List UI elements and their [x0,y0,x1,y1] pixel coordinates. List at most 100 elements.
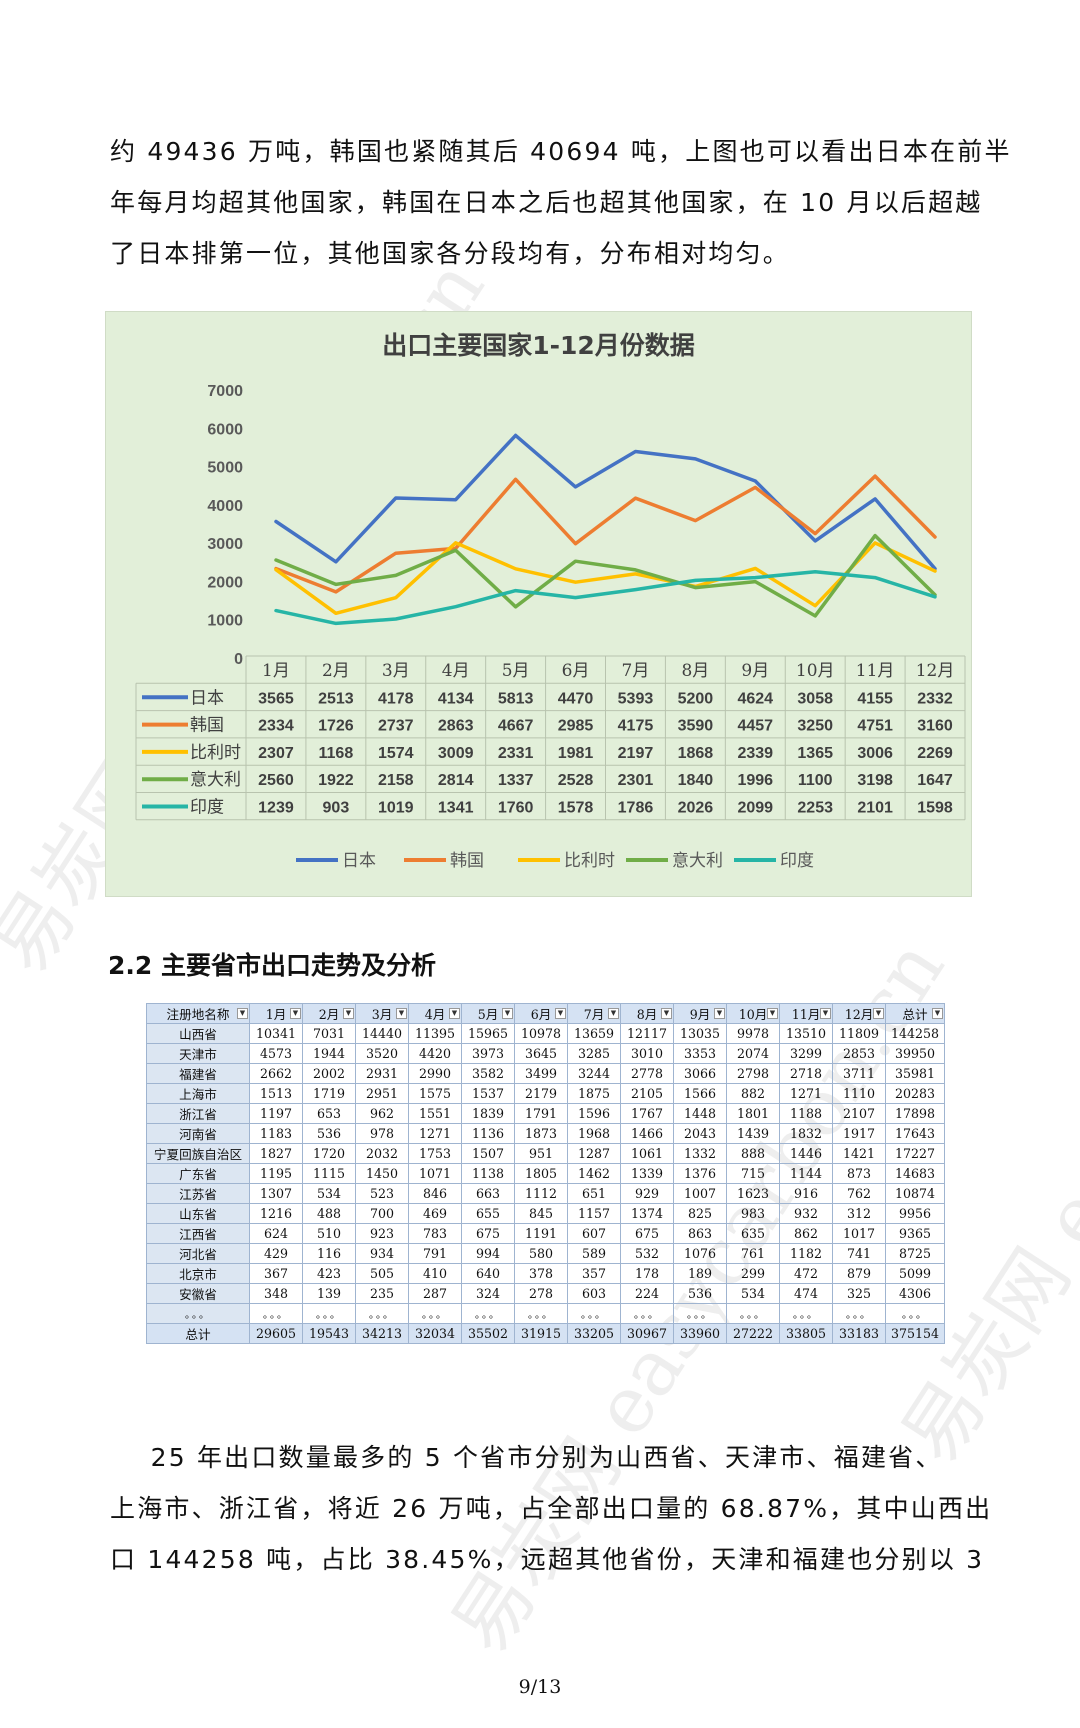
filter-dropdown-icon[interactable]: ▼ [555,1008,566,1019]
row-name-cell: 安徽省 [146,1283,250,1304]
data-label: 3006 [857,745,893,762]
x-category-label: 9月 [741,661,769,681]
table-cell: 224 [620,1283,674,1304]
row-name-cell: 总计 [146,1322,250,1344]
table-row: 天津市 4573 1944 3520 4420 3973 3645 3285 3010 3353 2… [146,1043,945,1064]
table-cell: 532 [620,1243,674,1264]
column-header[interactable]: 3月 ▼ [355,1003,409,1024]
table-cell: 741 [832,1243,886,1264]
data-label: 1019 [378,800,414,817]
table-cell: 429 [249,1243,303,1264]
table-cell: 1110 [832,1083,886,1104]
table-cell: 862 [779,1223,833,1244]
table-cell: 1875 [567,1083,621,1104]
column-header[interactable]: 1月 ▼ [249,1003,303,1024]
x-category-label: 3月 [382,661,410,681]
filter-dropdown-icon[interactable]: ▼ [449,1008,460,1019]
table-cell: 12117 [620,1023,674,1044]
x-category-label: 8月 [681,661,709,681]
data-label: 2269 [917,745,953,762]
table-cell: 675 [620,1223,674,1244]
filter-dropdown-icon[interactable]: ▼ [608,1008,619,1019]
column-header[interactable]: 11月 ▼ [779,1003,833,1024]
table-cell: 994 [461,1243,515,1264]
table-cell: 1753 [408,1143,462,1164]
paragraph-line: 约 49436 万吨，韩国也紧随其后 40694 吨，上图也可以看出日本在前半 [110,137,1012,166]
column-header[interactable]: 8月 ▼ [620,1003,674,1024]
filter-dropdown-icon[interactable]: ▼ [714,1008,725,1019]
table-cell: 1197 [249,1103,303,1124]
table-cell: 13510 [779,1023,833,1044]
table-cell: 510 [302,1223,356,1244]
data-label: 2026 [678,800,714,817]
table-cell: 1017 [832,1223,886,1244]
table-cell: 1719 [302,1083,356,1104]
table-row: 山西省 10341 7031 14440 11395 15965 10978 13659 121… [146,1023,945,1044]
table-cell: 934 [355,1243,409,1264]
table-cell: 139 [302,1283,356,1304]
table-cell: 32034 [408,1322,462,1344]
table-cell: 1446 [779,1143,833,1164]
filter-dropdown-icon[interactable]: ▼ [396,1008,407,1019]
table-cell: 。。。 [461,1303,515,1324]
table-cell: 。。。 [779,1303,833,1324]
column-header[interactable]: 6月 ▼ [514,1003,568,1024]
data-label: 3198 [857,772,893,789]
table-row: 福建省 2662 2002 2931 2990 3582 3499 3244 2778 3066 2… [146,1063,945,1084]
table-cell: 1183 [249,1123,303,1144]
row-name-cell: 。。。 [146,1303,250,1324]
table-cell: 1271 [408,1123,462,1144]
table-cell: 536 [302,1123,356,1144]
x-category-label: 10月 [796,661,835,681]
table-cell: 1805 [514,1163,568,1184]
filter-dropdown-icon[interactable]: ▼ [767,1008,778,1019]
data-label: 2332 [917,690,953,707]
filter-dropdown-icon[interactable]: ▼ [343,1008,354,1019]
column-header[interactable]: 4月 ▼ [408,1003,462,1024]
column-header[interactable]: 5月 ▼ [461,1003,515,1024]
filter-dropdown-icon[interactable]: ▼ [237,1008,248,1019]
y-tick-label: 2000 [207,574,243,591]
table-cell: 31915 [514,1322,568,1344]
data-label: 1996 [737,772,773,789]
column-header[interactable]: 7月 ▼ [567,1003,621,1024]
table-cell: 3499 [514,1063,568,1084]
table-cell: 3066 [673,1063,727,1084]
table-cell: 2032 [355,1143,409,1164]
filter-dropdown-icon[interactable]: ▼ [873,1008,884,1019]
table-cell: 2002 [302,1063,356,1084]
table-cell: 19543 [302,1322,356,1344]
table-cell: 1421 [832,1143,886,1164]
data-label: 1365 [797,745,833,762]
table-cell: 534 [726,1283,780,1304]
table-cell: 1115 [302,1163,356,1184]
x-category-label: 11月 [856,661,895,681]
filter-dropdown-icon[interactable]: ▼ [932,1008,943,1019]
column-header[interactable]: 10月 ▼ [726,1003,780,1024]
filter-dropdown-icon[interactable]: ▼ [661,1008,672,1019]
column-header-name[interactable]: 注册地名称 ▼ [146,1003,250,1024]
legend-label: 比利时 [564,851,615,871]
data-label: 903 [323,800,350,817]
table-cell: 3244 [567,1063,621,1084]
filter-dropdown-icon[interactable]: ▼ [820,1008,831,1019]
filter-dropdown-icon[interactable]: ▼ [502,1008,513,1019]
table-cell: 1466 [620,1123,674,1144]
column-header[interactable]: 12月 ▼ [832,1003,886,1024]
table-cell: 762 [832,1183,886,1204]
y-tick-label: 5000 [207,460,243,477]
y-tick-label: 3000 [207,536,243,553]
row-name-cell: 宁夏回族自治区 [146,1143,250,1164]
table-cell: 1720 [302,1143,356,1164]
series-line [274,569,937,626]
column-header[interactable]: 9月 ▼ [673,1003,727,1024]
data-label: 1100 [798,772,833,789]
column-header[interactable]: 总计 ▼ [885,1003,945,1024]
column-header[interactable]: 2月 ▼ [302,1003,356,1024]
data-label: 4751 [857,718,893,735]
filter-dropdown-icon[interactable]: ▼ [290,1008,301,1019]
data-label: 2737 [378,718,414,735]
table-cell: 116 [302,1243,356,1264]
line-chart: 出口主要国家1-12月份数据 0 1000 2000 3000 4000 5000 6000… [105,311,972,897]
table-cell: 9365 [885,1223,945,1244]
